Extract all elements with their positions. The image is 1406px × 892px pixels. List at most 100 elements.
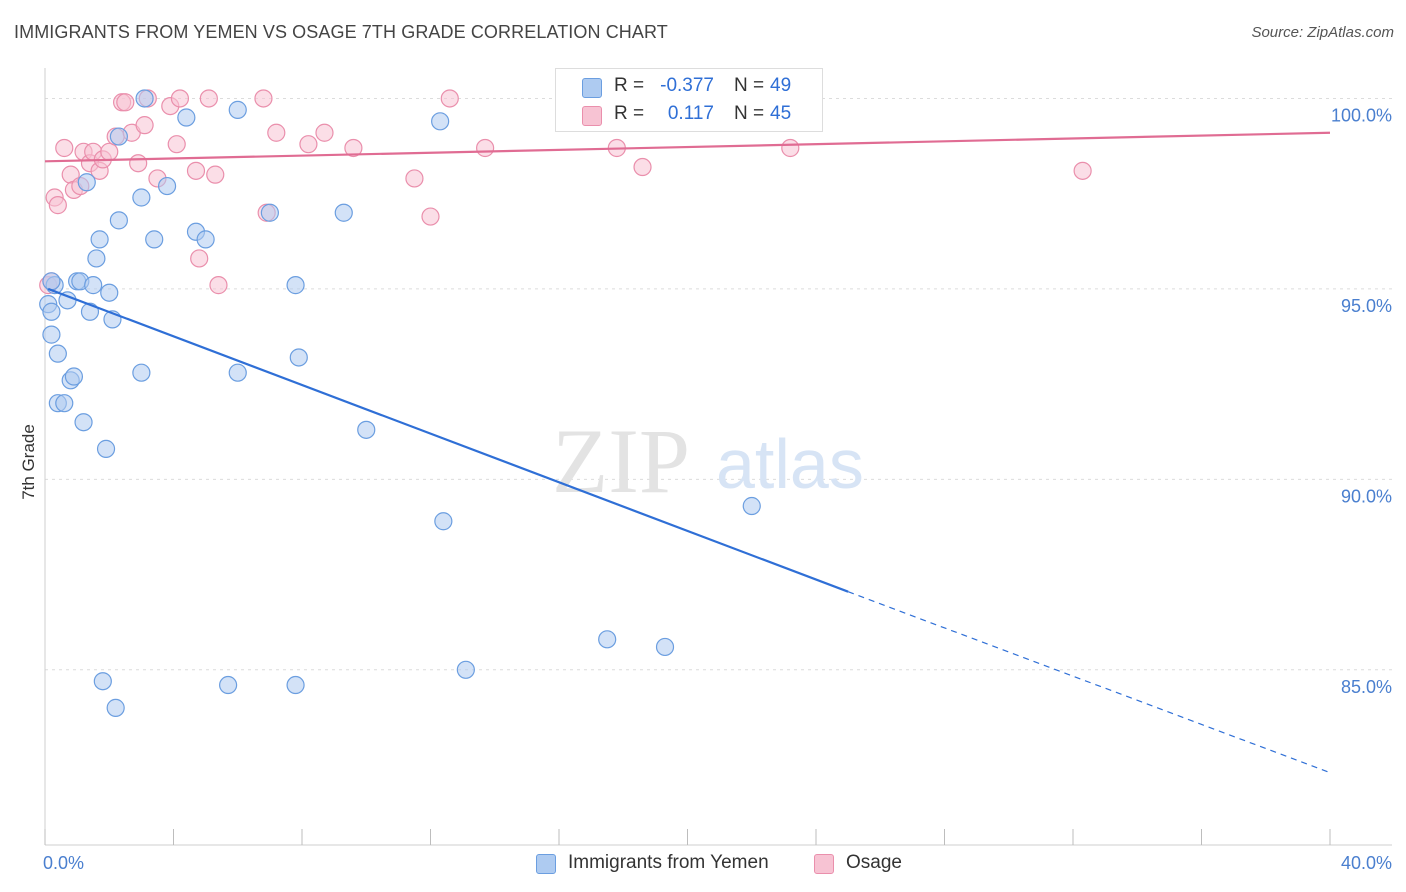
r-label: R = [614,103,645,124]
n-value: 45 [770,103,792,124]
osage-point [199,89,218,108]
y-tick-label: 100.0% [1331,105,1392,125]
osage-swatch-icon [582,106,602,126]
r-value: -0.377 [660,75,714,96]
yemen-point [289,348,308,367]
osage-point [254,89,273,108]
osage-point [421,207,440,226]
osage-point [781,138,800,158]
yemen-point [219,675,238,695]
yemen-trend-extension [847,591,1331,774]
watermark-zip: ZIP [552,410,690,512]
osage-trend-line [44,131,1331,163]
osage-point [476,138,495,158]
osage-point [48,196,67,215]
yemen-point [74,413,93,432]
osage-point [440,89,459,108]
axes [44,68,1392,846]
y-tick-label: 85.0% [1341,677,1392,697]
trend-lines [44,131,1331,774]
yemen-point [106,698,125,717]
gridlines [45,97,1392,671]
yemen-point [260,203,279,222]
osage-legend-icon [814,854,834,874]
yemen-points [39,89,761,717]
n-label: N = [734,103,765,124]
yemen-point [655,637,675,657]
legend-row-yemen: R = -0.377 N = 49 [556,72,822,100]
yemen-point [742,496,761,516]
osage-point [170,89,190,108]
yemen-point [598,630,617,649]
yemen-point [64,367,84,386]
yemen-point [77,173,96,192]
osage-point [206,165,225,184]
osage-point [315,123,334,142]
n-label: N = [734,75,765,96]
yemen-trend-line [47,287,849,593]
osage-point [1073,161,1092,180]
n-value: 49 [770,75,792,96]
yemen-point [42,325,61,344]
yemen-point [334,203,353,222]
x-tick-label: 40.0% [1341,853,1392,873]
yemen-point [431,112,450,131]
osage-point [116,93,135,112]
yemen-point [177,108,196,127]
yemen-point [286,675,305,695]
osage-point [100,142,119,161]
osage-point [633,157,652,177]
y-tick-labels: 85.0% 90.0% 95.0% 100.0% [1331,105,1392,696]
yemen-point [100,283,119,302]
x-tick-labels: 0.0% 40.0% [43,853,1392,873]
yemen-point [157,176,177,196]
yemen-point [109,127,128,146]
yemen-point [228,100,247,119]
yemen-point [135,89,154,108]
yemen-legend-icon [536,854,556,874]
yemen-point [96,439,116,458]
yemen-point [42,302,61,321]
yemen-point [87,249,106,268]
yemen-point [84,276,103,295]
x-tick-label: 0.0% [43,853,84,873]
r-value: 0.117 [667,103,714,124]
osage-point [55,138,74,158]
watermark-atlas: atlas [716,425,864,503]
osage-point [299,135,318,154]
osage-point [344,138,363,158]
yemen-point [80,302,100,321]
yemen-point [109,211,128,230]
yemen-point [456,660,475,679]
r-label: R = [614,75,645,96]
yemen-point [357,420,376,439]
osage-point [186,161,206,180]
y-tick-label: 90.0% [1341,486,1392,506]
yemen-point [132,363,151,382]
osage-point [267,123,286,142]
yemen-point [434,512,453,531]
osage-point [405,169,424,188]
yemen-point [93,672,112,691]
legend-label-yemen: Immigrants from Yemen [568,852,769,873]
source-label: Source: ZipAtlas.com [1251,24,1394,41]
yemen-point [90,230,109,249]
chart-title: IMMIGRANTS FROM YEMEN VS OSAGE 7TH GRADE… [14,22,668,42]
yemen-point [55,394,74,413]
y-axis-label: 7th Grade [19,424,38,500]
osage-point [209,276,228,295]
yemen-point [228,363,247,382]
watermark: ZIP atlas [552,410,864,512]
osage-point [135,116,154,135]
yemen-point [196,230,215,249]
yemen-point [286,276,305,295]
correlation-legend: R = -0.377 N = 49 R = 0.117 N = 45 [555,68,823,132]
osage-point [129,154,148,173]
series-legend: Immigrants from Yemen Osage [0,852,1406,878]
y-tick-label: 95.0% [1341,296,1392,316]
legend-row-osage: R = 0.117 N = 45 [556,100,822,128]
yemen-point [42,272,61,291]
yemen-point [48,344,67,363]
osage-point [190,249,209,268]
